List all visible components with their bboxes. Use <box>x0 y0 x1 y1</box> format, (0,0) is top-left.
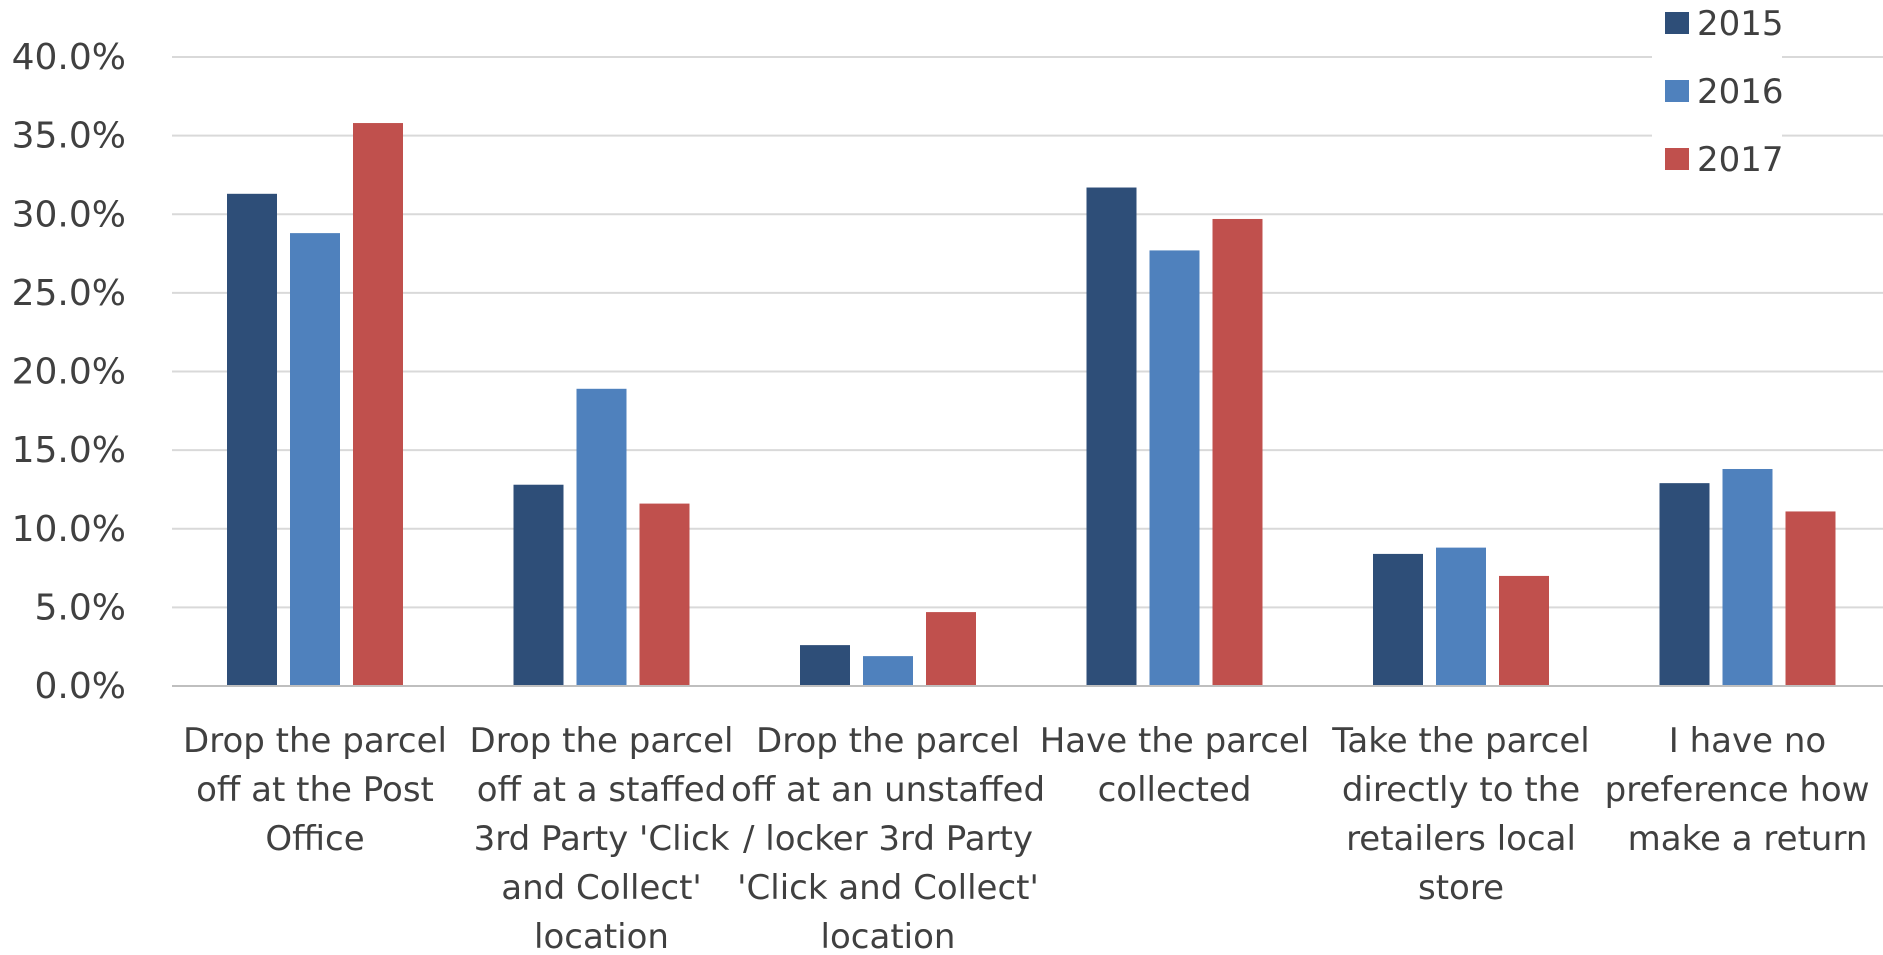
legend-label-2016: 2016 <box>1697 72 1784 112</box>
legend-swatch-2015 <box>1665 12 1689 34</box>
bar-2017 <box>1499 575 1549 686</box>
y-tick-label: 35.0% <box>12 116 126 157</box>
bars <box>227 123 1836 687</box>
x-tick-label: Take the parcel directly to the retailers … <box>1331 721 1590 908</box>
x-axis: Drop the parcel off at the Post OfficeDrop… <box>172 685 1883 955</box>
legend-swatch-2016 <box>1665 80 1689 102</box>
bar-2015 <box>800 645 850 686</box>
bar-2015 <box>1659 483 1710 686</box>
bar-2015 <box>1373 553 1423 686</box>
bar-2017 <box>1785 511 1836 686</box>
bar-2016 <box>290 233 340 686</box>
x-tick-label: Have the parcel collected <box>1040 721 1310 810</box>
y-axis: 0.0% 5.0% 10.0% 15.0% 20.0% 25.0% 30.0% 35.0% 40… <box>12 37 126 707</box>
bar-2017 <box>926 612 976 686</box>
bar-2015 <box>513 484 564 686</box>
x-tick-label: Drop the parcel off at a staffed 3rd Party… <box>470 721 734 955</box>
legend-label-2017: 2017 <box>1697 140 1784 180</box>
bar-2017 <box>1212 218 1263 686</box>
legend: 2015 2016 2017 <box>1652 0 1784 192</box>
bar-2017 <box>353 123 403 687</box>
bar-2015 <box>1086 187 1137 686</box>
bar-2016 <box>576 388 627 686</box>
y-tick-label: 25.0% <box>12 273 126 314</box>
y-tick-label: 40.0% <box>12 37 126 78</box>
bar-2017 <box>639 503 690 686</box>
legend-label-2015: 2015 <box>1697 4 1784 44</box>
y-tick-label: 5.0% <box>35 587 126 628</box>
y-tick-label: 10.0% <box>12 509 126 550</box>
y-tick-label: 20.0% <box>12 352 126 393</box>
bar-2016 <box>863 656 913 686</box>
legend-swatch-2017 <box>1665 148 1689 170</box>
y-tick-label: 15.0% <box>12 430 126 471</box>
bar-2015 <box>227 193 277 686</box>
bar-2016 <box>1436 547 1486 686</box>
bar-2016 <box>1722 468 1773 686</box>
y-tick-label: 0.0% <box>35 666 126 707</box>
x-tick-label: Drop the parcel off at an unstaffed / lock… <box>731 721 1045 955</box>
y-tick-label: 30.0% <box>12 194 126 235</box>
bar-2016 <box>1149 250 1200 687</box>
gridlines <box>172 56 1883 609</box>
x-tick-label: Drop the parcel off at the Post Office <box>183 721 447 859</box>
